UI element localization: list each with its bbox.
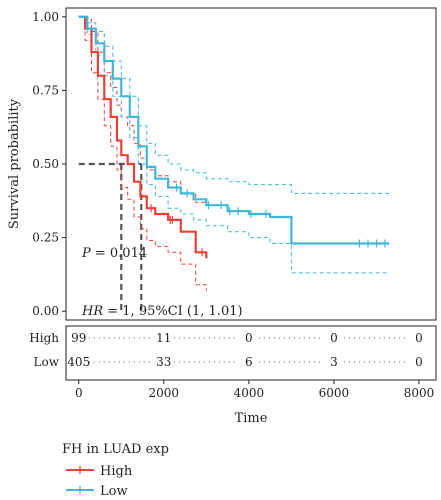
p-value-text: = 0.014 [91, 246, 147, 261]
legend-label-low: Low [100, 484, 128, 499]
risk-row-label: Low [34, 355, 60, 369]
risk-table-gridlines [88, 337, 409, 363]
censor-mark-low [248, 210, 254, 218]
censor-mark-low [184, 189, 191, 198]
p-value-annotation: P = 0.014 [81, 246, 147, 261]
legend: FH in LUAD exp High Low [62, 442, 169, 499]
confidence-interval-lines [78, 16, 390, 291]
risk-table-border [65, 325, 437, 381]
legend-item-low: Low [66, 484, 128, 499]
ci-upper-low [78, 16, 390, 194]
legend-label-high: High [100, 464, 133, 479]
risk-count: 405 [67, 355, 90, 369]
survival-plot-panel: 0.00 0.25 0.50 0.75 1.00 P = 0.014 HR = 1, 9… [7, 7, 437, 321]
ci-lower-low [78, 16, 390, 274]
risk-count: 0 [415, 331, 423, 345]
risk-row-label: High [29, 331, 59, 345]
y-tick-label: 1.00 [32, 10, 59, 24]
risk-count: 3 [330, 355, 338, 369]
survival-curve-high [78, 15, 208, 259]
censor-marks [148, 183, 388, 257]
legend-items: High Low [66, 464, 133, 499]
legend-marker-high [77, 466, 83, 474]
y-tick-label: 0.25 [32, 231, 59, 245]
censor-mark-low [262, 210, 269, 218]
risk-count: 11 [156, 331, 171, 345]
x-tick-label: 6000 [319, 386, 350, 400]
censor-mark-low [218, 201, 225, 210]
censor-mark-low [235, 207, 242, 216]
censor-mark-low [226, 207, 233, 216]
y-tick-label: 0.00 [32, 304, 59, 318]
survival-curve-low [78, 15, 390, 245]
censor-mark-low [173, 183, 180, 192]
hazard-ratio-annotation: HR = 1, 95%CI (1, 1.01) [81, 304, 243, 319]
x-axis: 0 2000 4000 6000 8000 [75, 380, 434, 400]
ci-upper-high [78, 16, 207, 206]
legend-marker-low [77, 486, 83, 494]
risk-count: 33 [156, 355, 171, 369]
legend-item-high: High [66, 464, 133, 479]
y-tick-label: 0.75 [32, 83, 59, 97]
risk-table-rows: High 99 11 0 0 0 Low 405 33 6 3 0 [29, 331, 423, 369]
y-tick-label: 0.50 [32, 157, 59, 171]
risk-count: 0 [415, 355, 423, 369]
censor-mark-low [373, 239, 380, 248]
censor-mark-high [199, 248, 206, 257]
x-tick-label: 8000 [404, 386, 435, 400]
survival-curves [78, 15, 390, 259]
censor-mark-low [382, 239, 388, 248]
y-axis-title: Survival probability [7, 98, 22, 229]
risk-count: 0 [245, 331, 253, 345]
ci-lower-high [78, 16, 207, 291]
hr-label: HR [81, 304, 103, 319]
hr-text: = 1, 95%CI (1, 1.01) [103, 304, 242, 319]
censor-mark-high [169, 215, 176, 224]
x-tick-label: 0 [75, 386, 83, 400]
median-survival-lines [78, 162, 143, 312]
risk-table: High 99 11 0 0 0 Low 405 33 6 3 0 0 2000 4000 6000 8000… [29, 325, 437, 426]
censor-mark-low [365, 239, 371, 248]
risk-count: 6 [245, 355, 253, 369]
censor-mark-high [148, 204, 155, 213]
x-tick-label: 4000 [234, 386, 265, 400]
censor-mark-low [205, 201, 212, 210]
p-value-label: P [81, 246, 91, 261]
risk-count: 0 [330, 331, 338, 345]
y-axis: 0.00 0.25 0.50 0.75 1.00 [32, 10, 66, 318]
legend-title: FH in LUAD exp [62, 442, 169, 457]
censor-mark-low [356, 239, 363, 248]
risk-count: 99 [71, 331, 86, 345]
x-axis-title: Time [235, 411, 268, 426]
x-tick-label: 2000 [149, 386, 180, 400]
